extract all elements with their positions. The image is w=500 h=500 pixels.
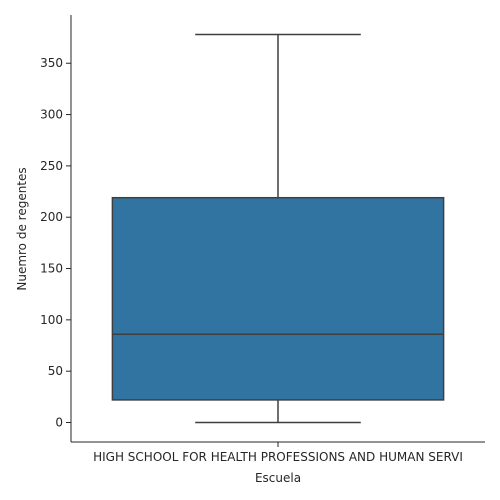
y-tick-label: 50 <box>48 364 63 378</box>
x-tick-label: HIGH SCHOOL FOR HEALTH PROFESSIONS AND H… <box>93 450 463 464</box>
y-tick-label: 200 <box>40 210 63 224</box>
iqr-box <box>111 196 445 401</box>
y-tick-label: 150 <box>40 262 63 276</box>
y-tick-label: 250 <box>40 159 63 173</box>
y-tick-label: 0 <box>55 415 63 429</box>
y-tick-label: 100 <box>40 313 63 327</box>
x-axis: HIGH SCHOOL FOR HEALTH PROFESSIONS AND H… <box>71 441 485 464</box>
x-axis-label: Escuela <box>255 471 301 485</box>
y-tick-label: 350 <box>40 56 63 70</box>
y-tick-label: 300 <box>40 108 63 122</box>
y-axis-label: Nuemro de regentes <box>15 167 29 290</box>
plot-area <box>111 33 445 424</box>
y-axis: 0 50 100 150 200 250 300 350 <box>40 15 72 442</box>
